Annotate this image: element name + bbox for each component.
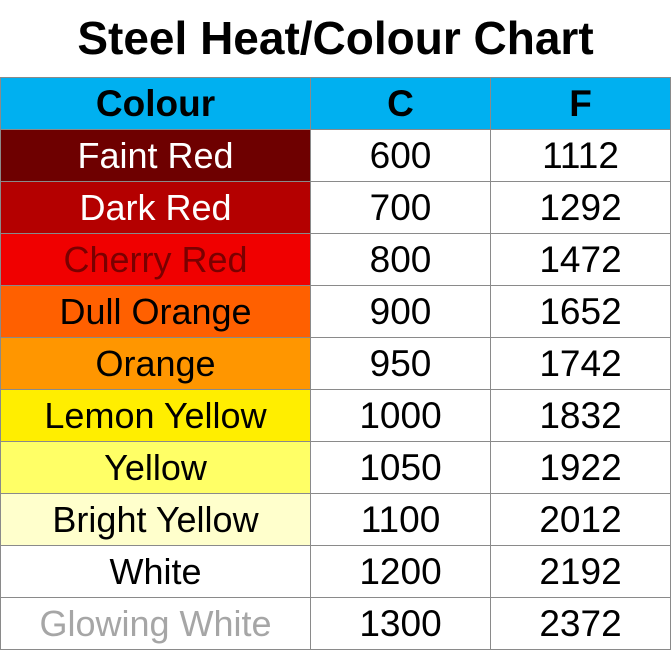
table-row: Dull Orange 900 1652 [0,285,671,338]
header-fahrenheit: F [490,77,671,130]
colour-name-cell: Glowing White [0,597,311,650]
table-row: Yellow 1050 1922 [0,441,671,494]
table-row: White 1200 2192 [0,545,671,598]
table-header-row: Colour C F [0,77,671,130]
colour-name-cell: Bright Yellow [0,493,311,546]
celsius-cell: 1050 [310,441,491,494]
table-row: Bright Yellow 1100 2012 [0,493,671,546]
colour-name-cell: Faint Red [0,129,311,182]
celsius-cell: 1000 [310,389,491,442]
table-row: Orange 950 1742 [0,337,671,390]
header-celsius: C [310,77,491,130]
celsius-cell: 600 [310,129,491,182]
colour-name-cell: Lemon Yellow [0,389,311,442]
colour-name-cell: Orange [0,337,311,390]
fahrenheit-cell: 1652 [490,285,671,338]
colour-name-cell: Yellow [0,441,311,494]
table-body: Faint Red 600 1112 Dark Red 700 1292 Cherry Re… [0,129,671,650]
celsius-cell: 950 [310,337,491,390]
celsius-cell: 900 [310,285,491,338]
colour-name-cell: Dull Orange [0,285,311,338]
fahrenheit-cell: 1742 [490,337,671,390]
table-row: Glowing White 1300 2372 [0,597,671,650]
table-row: Lemon Yellow 1000 1832 [0,389,671,442]
header-colour: Colour [0,77,311,130]
celsius-cell: 700 [310,181,491,234]
celsius-cell: 1300 [310,597,491,650]
chart-title: Steel Heat/Colour Chart [77,12,594,64]
table-row: Faint Red 600 1112 [0,129,671,182]
table-row: Dark Red 700 1292 [0,181,671,234]
heat-colour-table: Colour C F Faint Red 600 1112 Dark Red 700 12… [0,77,671,650]
fahrenheit-cell: 1922 [490,441,671,494]
fahrenheit-cell: 1832 [490,389,671,442]
colour-name-cell: Cherry Red [0,233,311,286]
table-row: Cherry Red 800 1472 [0,233,671,286]
colour-name-cell: Dark Red [0,181,311,234]
fahrenheit-cell: 1292 [490,181,671,234]
fahrenheit-cell: 2192 [490,545,671,598]
fahrenheit-cell: 2372 [490,597,671,650]
fahrenheit-cell: 1112 [490,129,671,182]
celsius-cell: 1200 [310,545,491,598]
celsius-cell: 1100 [310,493,491,546]
colour-name-cell: White [0,545,311,598]
fahrenheit-cell: 1472 [490,233,671,286]
fahrenheit-cell: 2012 [490,493,671,546]
celsius-cell: 800 [310,233,491,286]
